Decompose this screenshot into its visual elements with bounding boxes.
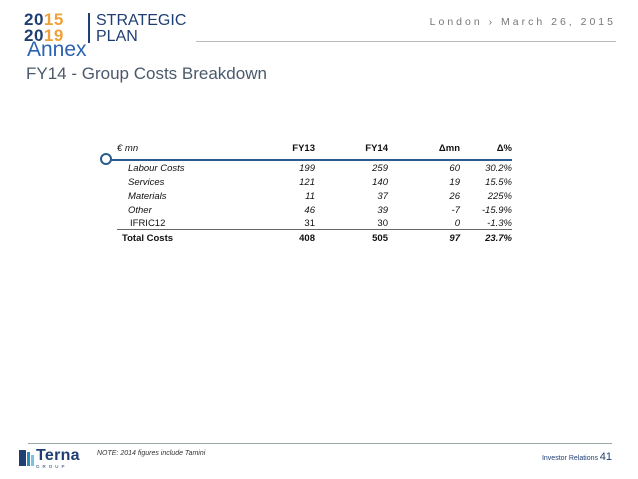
page-title: FY14 - Group Costs Breakdown [26,64,267,83]
row-fy13: 11 [305,191,315,202]
location-date: London › March 26, 2015 [429,16,616,28]
total-label: Total Costs [122,233,174,244]
strategic-plan-logo: 2015 2019 STRATEGIC PLAN [24,10,194,45]
logo-word-plan: PLAN [96,28,138,45]
row-delta-pct: 30.2% [485,163,512,174]
terna-mark-icon [19,450,34,466]
col-header-fy13: FY13 [292,143,315,154]
row-delta-mn: 60 [449,163,460,174]
total-delta-pct: 23.7% [485,233,512,244]
row-delta-pct: 225% [487,191,512,202]
header-rule [107,159,512,161]
row-label: Other [128,205,152,216]
row-delta-mn: 19 [449,177,460,188]
section-title: Annex [27,38,87,61]
investor-relations-label: Investor Relations [541,455,598,462]
row-fy13: 46 [304,205,315,216]
row-delta-pct: -1.3% [487,218,512,229]
terna-group-label: GROUP [36,464,68,469]
row-delta-mn: 0 [454,218,460,229]
col-header-unit: € mn [117,143,139,154]
col-header-delta-mn: Δmn [438,143,460,154]
col-header-fy14: FY14 [365,143,388,154]
row-delta-pct: -15.9% [481,205,512,216]
row-label: Labour Costs [128,163,185,174]
footnote: NOTE: 2014 figures include Tamini [97,450,206,457]
row-delta-pct: 15.5% [485,177,512,188]
row-fy14: 39 [377,205,388,216]
total-delta-mn: 97 [449,233,460,244]
header-divider [196,41,616,42]
row-fy13: 121 [299,177,315,188]
total-fy14: 505 [372,233,388,244]
row-label: Materials [128,191,167,202]
terna-logo: Terna GROUP [18,447,88,471]
logo-word-strategic: STRATEGIC [96,12,187,29]
row-delta-mn: -7 [451,205,460,216]
logo-divider [88,13,90,43]
row-fy14: 30 [377,218,388,229]
row-label: IFRIC12 [130,218,166,229]
total-separator [117,229,512,230]
logo-year-2015: 2015 [24,10,64,29]
page-number: 41 [599,451,612,463]
col-header-delta-pct: Δ% [496,143,512,154]
terna-wordmark: Terna [36,447,80,464]
row-label: Services [128,177,165,188]
logo-year-2019: 2019 [24,26,64,45]
row-fy14: 140 [372,177,388,188]
row-fy14: 37 [377,191,388,202]
row-fy14: 259 [372,163,388,174]
footer-divider [28,443,612,444]
header-bullet-icon [100,153,112,165]
row-fy13: 199 [299,163,315,174]
row-delta-mn: 26 [449,191,460,202]
row-fy13: 31 [304,218,315,229]
total-fy13: 408 [299,233,315,244]
